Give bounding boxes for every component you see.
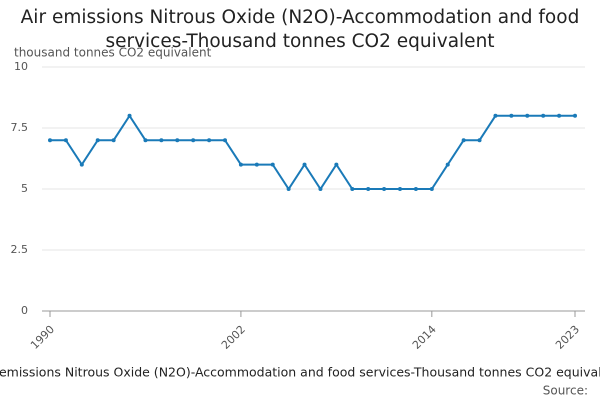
point [557, 113, 562, 118]
y-tick-label: 0 [21, 304, 28, 317]
y-tick-label: 5 [21, 182, 28, 195]
x-tick-label: 2023 [553, 323, 582, 352]
point [366, 187, 371, 191]
point [350, 187, 355, 191]
point [445, 162, 450, 167]
point [461, 138, 466, 143]
point [302, 162, 307, 167]
x-tick-label: 2002 [219, 323, 248, 352]
y-tick-label: 7.5 [11, 121, 29, 134]
point [254, 162, 259, 167]
point [48, 138, 52, 143]
point [238, 162, 243, 167]
point [541, 113, 546, 118]
source: Source: [543, 384, 588, 398]
x-tick-label: 2014 [410, 323, 439, 352]
y-axis-label: thousand tonnes CO2 equivalent [14, 46, 212, 60]
point [207, 138, 212, 143]
point [477, 138, 482, 143]
y-tick-label: 2.5 [11, 243, 29, 256]
point [79, 162, 84, 167]
point [143, 138, 148, 143]
point [525, 113, 530, 118]
point [127, 113, 132, 118]
point [334, 162, 339, 167]
chart-title: Air emissions Nitrous Oxide (N2O)-Accomm… [20, 7, 580, 52]
point [95, 138, 100, 143]
x-tick-label: 1990 [28, 323, 57, 352]
point [573, 113, 577, 118]
point [382, 187, 387, 191]
point [223, 138, 227, 143]
point [413, 187, 418, 191]
point [493, 113, 498, 118]
point [286, 187, 291, 191]
point [175, 138, 180, 143]
legend-entry: Air emissions Nitrous Oxide (N2O)-Accomm… [0, 365, 600, 380]
point [509, 113, 514, 118]
point [63, 138, 68, 143]
point [270, 162, 275, 167]
point [398, 187, 402, 191]
y-tick-label: 10 [14, 60, 28, 73]
point [191, 138, 196, 143]
point [318, 187, 323, 191]
point [159, 138, 164, 143]
point [429, 187, 434, 191]
point [111, 138, 116, 143]
series-line [50, 113, 575, 191]
